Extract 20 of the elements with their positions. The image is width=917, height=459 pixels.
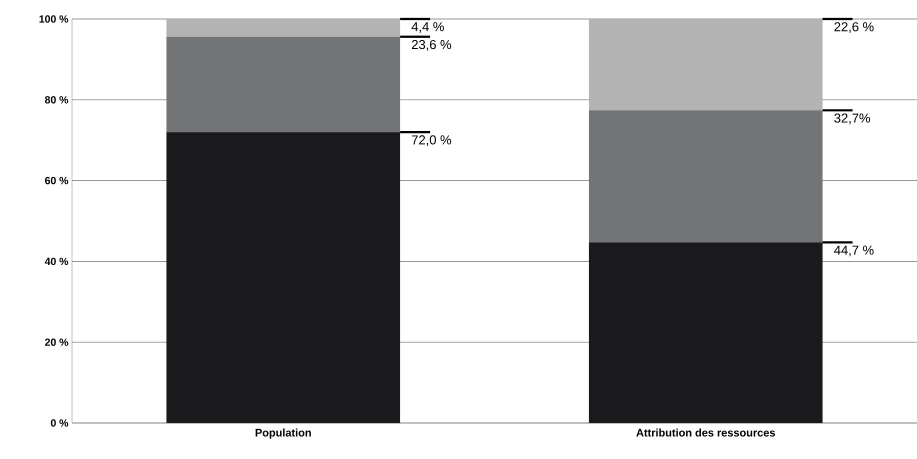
data-label: 22,6 % [834,22,874,33]
y-tick-label: 60 % [45,176,68,184]
data-label: 32,7% [834,113,870,124]
data-label: 23,6 % [412,40,452,51]
data-label: 4,4 % [412,22,444,33]
y-tick-label: 20 % [44,338,68,346]
y-tick-label: 100 % [39,15,68,23]
y-tick-label: 40 % [44,258,68,266]
bar [166,132,400,423]
bar [588,18,823,110]
x-tick-label: Population [256,428,311,439]
bar [588,242,823,423]
data-label: 72,0 % [412,135,452,146]
bar [166,18,400,37]
x-tick-label: Attribution des ressources [636,428,776,437]
y-tick-label: 80 % [44,96,68,104]
y-tick-label: 0 % [50,419,68,427]
bar [588,110,823,242]
bar [166,36,400,132]
data-label: 44,7 % [834,246,874,256]
